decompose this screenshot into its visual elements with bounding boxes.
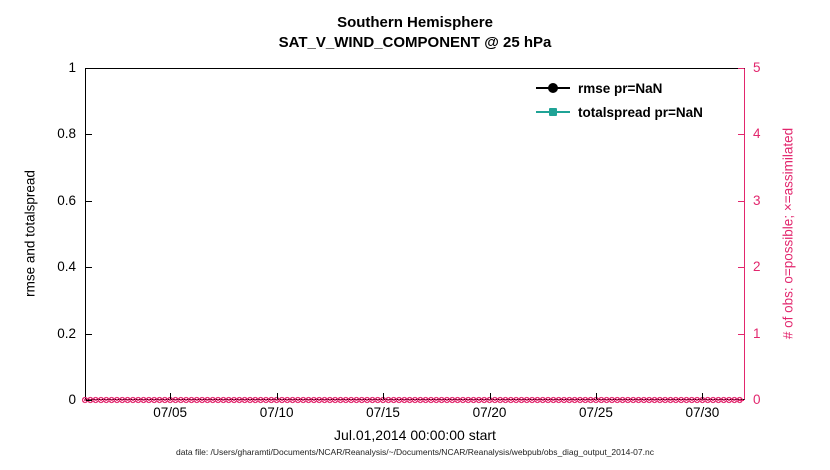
y-left-tickmark xyxy=(86,333,92,335)
x-tickmark xyxy=(489,393,491,399)
y-right-tickmark xyxy=(738,400,744,401)
y-axis-right-label: # of obs: o=possible; ×=assimilated xyxy=(780,127,796,340)
x-axis-label: Jul.01,2014 00:00:00 start xyxy=(334,427,496,443)
y-right-tickmark xyxy=(738,333,744,335)
rmse-line-swatch xyxy=(536,83,570,93)
y-left-tickmark xyxy=(86,134,92,136)
y-left-tick-label: 0.6 xyxy=(57,192,76,208)
totalspread-square-marker-icon xyxy=(549,108,557,116)
y-right-tick-label: 1 xyxy=(753,325,761,341)
x-tick-label: 07/30 xyxy=(685,405,720,420)
x-tick-label: 07/25 xyxy=(579,405,613,420)
x-tickmark xyxy=(595,393,597,399)
x-tick-label: 07/15 xyxy=(366,405,400,420)
x-tick-label: 07/20 xyxy=(472,405,507,420)
y-left-tick-label: 1 xyxy=(68,60,76,75)
chart-subtitle: SAT_V_WIND_COMPONENT @ 25 hPa xyxy=(278,34,552,51)
y-right-tick-label: 5 xyxy=(753,60,761,75)
y-right-tickmark xyxy=(738,267,744,269)
y-left-tickmark xyxy=(86,200,92,202)
legend-label-rmse: rmse pr=NaN xyxy=(578,80,663,96)
x-tick-label: 07/05 xyxy=(153,405,188,420)
y-left-tick-label: 0.4 xyxy=(57,259,76,275)
rmse-circle-marker-icon xyxy=(548,83,558,93)
y-left-tickmark xyxy=(86,68,92,69)
legend-label-totalspread: totalspread pr=NaN xyxy=(578,104,703,120)
y-right-tickmark xyxy=(738,200,744,202)
y-axis-left-label: rmse and totalspread xyxy=(22,170,38,297)
x-tickmark xyxy=(383,393,385,399)
y-left-tick-label: 0 xyxy=(68,392,76,407)
chart-title: Southern Hemisphere xyxy=(337,14,493,31)
y-right-tick-label: 4 xyxy=(753,126,761,142)
y-right-tickmark xyxy=(738,68,744,69)
totalspread-line-swatch xyxy=(536,108,570,116)
legend-item-rmse: rmse pr=NaN xyxy=(536,76,703,100)
y-left-tick-label: 0.2 xyxy=(57,325,76,341)
x-tickmark xyxy=(276,393,278,399)
legend-item-totalspread: totalspread pr=NaN xyxy=(536,100,703,124)
data-file-footer: data file: /Users/gharamti/Documents/NCA… xyxy=(176,447,654,457)
y-right-tickmark xyxy=(738,134,744,136)
x-tick-label: 07/10 xyxy=(259,405,294,420)
y-left-tick-label: 0.8 xyxy=(57,126,76,142)
y-left-tickmark xyxy=(86,400,92,401)
y-right-tick-label: 3 xyxy=(753,192,761,208)
y-left-tickmark xyxy=(86,267,92,269)
x-tickmark xyxy=(170,393,172,399)
y-right-tick-label: 2 xyxy=(753,259,761,275)
legend: rmse pr=NaN totalspread pr=NaN xyxy=(536,76,703,124)
obs-count-markers xyxy=(82,396,743,404)
y-right-tick-label: 0 xyxy=(753,392,761,407)
x-tickmark xyxy=(702,393,704,399)
